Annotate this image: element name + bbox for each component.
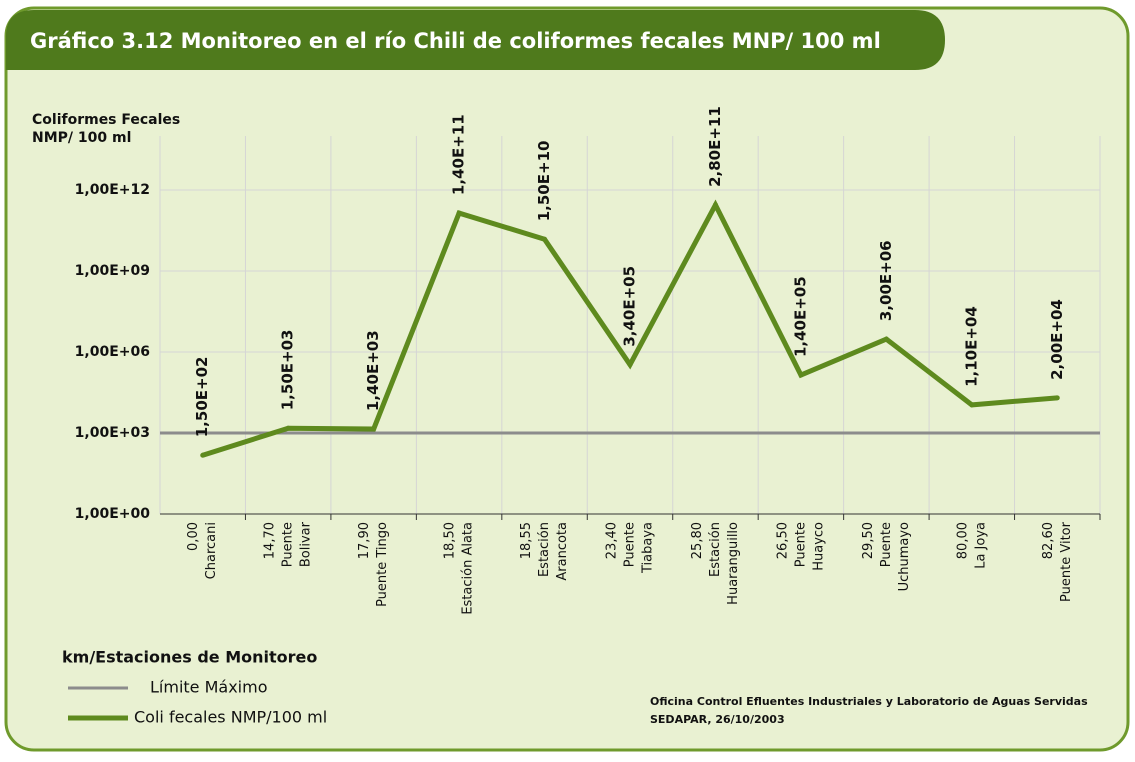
x-tick-label: Huayco [811, 522, 826, 571]
x-tick-label: Puente Vitor [1059, 521, 1074, 602]
point [1054, 395, 1060, 401]
data-label: 3,40E+05 [621, 266, 639, 347]
y-tick-label: 1,00E+12 [75, 182, 150, 198]
data-label: 1,50E+02 [193, 357, 211, 438]
source: Oficina Control Efluentes Industriales y… [650, 695, 1088, 708]
x-tick-label: Puente [623, 522, 638, 567]
y-tick-label: 1,00E+03 [75, 425, 150, 441]
point [798, 372, 804, 378]
x-tick-label: 17,90 [357, 522, 372, 559]
legend-label: Coli fecales NMP/100 ml [134, 708, 327, 727]
x-tick-label: 29,50 [861, 522, 876, 559]
x-tick-label: 26,50 [775, 522, 790, 559]
data-label: 1,40E+03 [364, 330, 382, 411]
x-tick-label: 18,55 [519, 522, 534, 559]
panel [4, 6, 1130, 752]
x-tick-label: La Joya [973, 522, 988, 569]
data-label: 1,50E+03 [279, 330, 297, 411]
x-tick-label: 18,50 [443, 522, 458, 559]
point [969, 402, 975, 408]
x-tick-label: Puente [879, 522, 894, 567]
y-tick-label: 1,00E+09 [75, 263, 150, 279]
point [627, 362, 633, 368]
point [285, 425, 291, 431]
x-tick-label: Bolivar [299, 521, 314, 567]
x-tick-label: Estación [708, 522, 723, 577]
y-tick-label: 1,00E+06 [75, 344, 150, 360]
x-tick-label: Huaranguillo [726, 522, 741, 605]
x-tick-label: Puente Tingo [375, 522, 390, 607]
y-axis-label: NMP/ 100 ml [32, 130, 131, 146]
chart-title: Gráfico 3.12 Monitoreo en el río Chili d… [30, 29, 881, 53]
x-tick-label: Puente [793, 522, 808, 567]
data-label: 1,40E+11 [450, 114, 468, 195]
x-tick-label: 14,70 [263, 522, 278, 559]
y-tick-label: 1,00E+00 [75, 506, 151, 522]
point [456, 210, 462, 216]
x-tick-label: 23,40 [605, 522, 620, 559]
x-tick-label: Tiabaya [641, 522, 656, 574]
x-tick-label: Estación Alata [461, 522, 476, 615]
legend-label: Límite Máximo [150, 678, 268, 697]
y-axis-label: Coliformes Fecales [32, 112, 180, 128]
data-label: 3,00E+06 [877, 240, 895, 321]
x-tick-label: Puente [281, 522, 296, 567]
x-tick-label: Estación [537, 522, 552, 577]
x-tick-label: 25,80 [690, 522, 705, 559]
x-tick-label: Arancota [555, 522, 570, 581]
source: SEDAPAR, 26/10/2003 [650, 713, 785, 726]
point [542, 236, 548, 242]
point [712, 202, 718, 208]
x-tick-label: 0,00 [186, 522, 201, 551]
data-label: 2,80E+11 [706, 106, 724, 187]
x-tick-label: 80,00 [955, 522, 970, 559]
x-axis-label: km/Estaciones de Monitoreo [62, 648, 317, 667]
x-tick-label: Uchumayo [897, 522, 912, 591]
x-tick-label: 82,60 [1041, 522, 1056, 559]
point [883, 336, 889, 342]
data-label: 1,40E+05 [791, 276, 809, 357]
point [371, 426, 377, 432]
data-label: 2,00E+04 [1048, 299, 1066, 380]
title-bar [6, 10, 945, 70]
data-label: 1,50E+10 [535, 141, 553, 222]
data-label: 1,10E+04 [962, 306, 980, 387]
x-tick-label: Charcani [204, 522, 219, 579]
point [200, 452, 206, 458]
